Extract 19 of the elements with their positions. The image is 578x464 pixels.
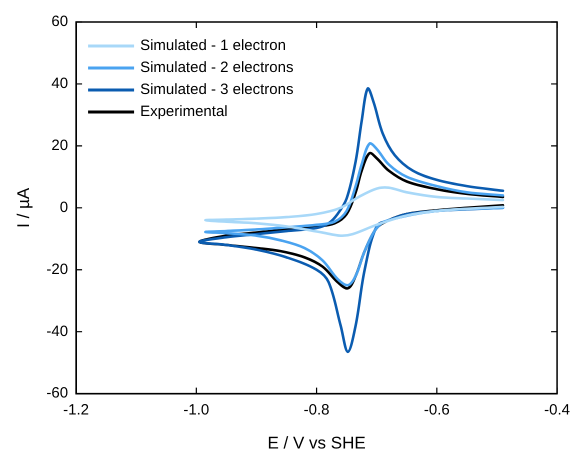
x-tick-label: -1.0 (183, 402, 210, 419)
y-tick-label: 40 (51, 75, 68, 92)
line-series (204, 186, 504, 237)
legend-label: Experimental (140, 103, 228, 120)
y-tick-label: 20 (51, 137, 68, 154)
y-axis-title: I / µA (14, 187, 33, 228)
legend-label: Simulated - 2 electrons (140, 59, 294, 76)
y-tick-label: -60 (46, 384, 68, 402)
x-tick-label: -0.6 (424, 402, 450, 419)
x-tick-label: -1.2 (63, 402, 90, 419)
y-tick-label: 0 (60, 198, 68, 216)
x-tick-label: -0.4 (544, 402, 570, 419)
y-tick-label: -20 (46, 260, 68, 278)
x-tick-label: -0.8 (304, 402, 330, 419)
legend-label: Simulated - 3 electrons (140, 81, 294, 98)
y-tick-label: -40 (46, 322, 68, 340)
x-axis-title: E / V vs SHE (267, 433, 366, 452)
legend-label: Simulated - 1 electron (140, 37, 286, 54)
y-tick-label: 60 (51, 13, 68, 30)
